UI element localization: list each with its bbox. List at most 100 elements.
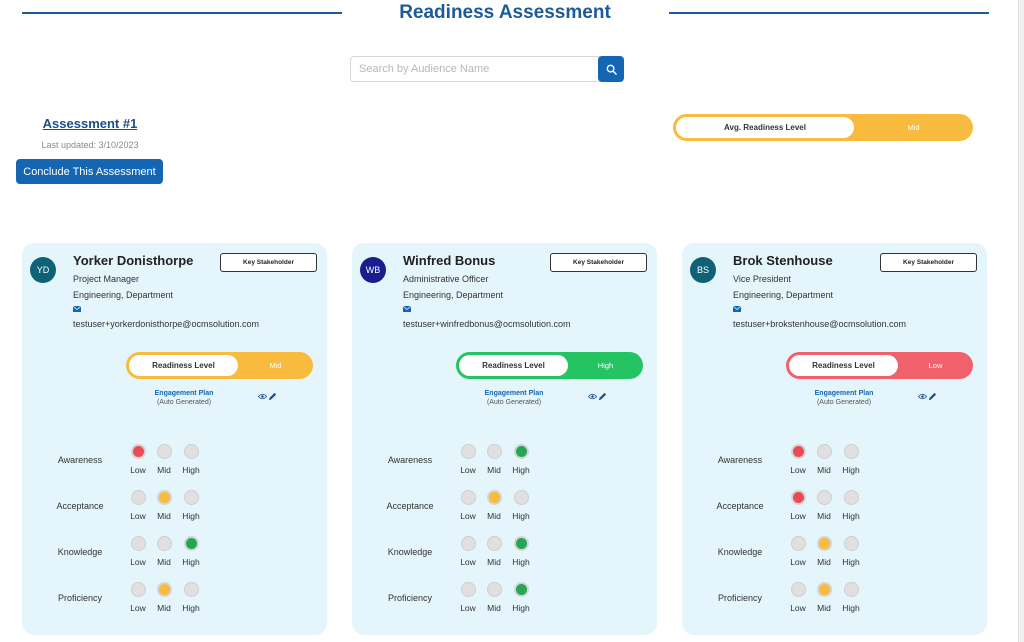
- level-option-mid[interactable]: Mid: [149, 582, 179, 613]
- level-option-high[interactable]: High: [836, 536, 866, 567]
- level-option-low[interactable]: Low: [123, 536, 153, 567]
- level-option-mid[interactable]: Mid: [479, 582, 509, 613]
- level-option-low[interactable]: Low: [453, 444, 483, 475]
- level-radio[interactable]: [130, 444, 146, 459]
- level-option-mid[interactable]: Mid: [149, 444, 179, 475]
- level-radio[interactable]: [513, 582, 529, 597]
- level-option-high[interactable]: High: [506, 490, 536, 521]
- level-option-low[interactable]: Low: [453, 536, 483, 567]
- search-button[interactable]: [598, 56, 624, 82]
- level-option-high[interactable]: High: [176, 536, 206, 567]
- level-radio[interactable]: [816, 444, 832, 459]
- level-option-mid[interactable]: Mid: [479, 536, 509, 567]
- search-bar: [350, 56, 624, 82]
- stakeholder-email: testuser+yorkerdonisthorpe@ocmsolution.c…: [73, 319, 259, 329]
- level-option-high[interactable]: High: [836, 490, 866, 521]
- level-option-low[interactable]: Low: [783, 536, 813, 567]
- eye-icon[interactable]: [588, 393, 597, 400]
- level-option-high[interactable]: High: [506, 536, 536, 567]
- conclude-assessment-button[interactable]: Conclude This Assessment: [16, 159, 163, 184]
- level-radio[interactable]: [156, 536, 172, 551]
- level-radio[interactable]: [156, 490, 172, 505]
- assessment-title-link[interactable]: Assessment #1: [42, 116, 138, 131]
- level-option-mid[interactable]: Mid: [809, 536, 839, 567]
- level-radio[interactable]: [183, 490, 199, 505]
- level-label: Mid: [487, 465, 501, 475]
- pencil-icon[interactable]: [598, 392, 607, 401]
- engagement-plan-link[interactable]: Engagement Plan: [484, 390, 544, 397]
- level-radio[interactable]: [130, 582, 146, 597]
- pencil-icon[interactable]: [928, 392, 937, 401]
- level-radio[interactable]: [460, 444, 476, 459]
- level-radio[interactable]: [183, 582, 199, 597]
- level-option-low[interactable]: Low: [783, 490, 813, 521]
- key-stakeholder-button[interactable]: Key Stakeholder: [550, 253, 647, 272]
- level-radio[interactable]: [790, 582, 806, 597]
- eye-icon[interactable]: [918, 393, 927, 400]
- level-option-mid[interactable]: Mid: [149, 536, 179, 567]
- metric-label: Proficiency: [387, 593, 432, 603]
- engagement-plan-link[interactable]: Engagement Plan: [154, 390, 214, 397]
- level-radio[interactable]: [486, 490, 502, 505]
- scrollbar[interactable]: [1018, 0, 1024, 642]
- search-icon: [606, 64, 617, 75]
- level-radio[interactable]: [486, 582, 502, 597]
- level-option-low[interactable]: Low: [123, 444, 153, 475]
- level-radio[interactable]: [513, 536, 529, 551]
- level-option-low[interactable]: Low: [783, 582, 813, 613]
- level-radio[interactable]: [790, 490, 806, 505]
- level-radio[interactable]: [460, 490, 476, 505]
- level-radio[interactable]: [513, 444, 529, 459]
- level-radio[interactable]: [790, 444, 806, 459]
- level-option-high[interactable]: High: [506, 582, 536, 613]
- level-option-low[interactable]: Low: [453, 582, 483, 613]
- mail-icon: [403, 306, 411, 312]
- level-radio[interactable]: [183, 444, 199, 459]
- level-radio[interactable]: [816, 536, 832, 551]
- key-stakeholder-button[interactable]: Key Stakeholder: [880, 253, 977, 272]
- level-option-high[interactable]: High: [176, 582, 206, 613]
- level-radio[interactable]: [843, 536, 859, 551]
- level-radio[interactable]: [486, 444, 502, 459]
- level-option-low[interactable]: Low: [453, 490, 483, 521]
- level-option-high[interactable]: High: [506, 444, 536, 475]
- level-radio[interactable]: [513, 490, 529, 505]
- level-radio[interactable]: [130, 490, 146, 505]
- level-label: High: [512, 603, 530, 613]
- level-option-high[interactable]: High: [176, 490, 206, 521]
- metric-label: Awareness: [387, 455, 433, 465]
- level-radio[interactable]: [460, 536, 476, 551]
- level-radio[interactable]: [790, 536, 806, 551]
- avg-readiness-value: Mid: [907, 123, 920, 132]
- level-option-mid[interactable]: Mid: [479, 490, 509, 521]
- level-option-low[interactable]: Low: [123, 490, 153, 521]
- level-label: High: [182, 557, 200, 567]
- engagement-plan-link[interactable]: Engagement Plan: [814, 390, 874, 397]
- level-option-mid[interactable]: Mid: [809, 582, 839, 613]
- level-option-high[interactable]: High: [176, 444, 206, 475]
- eye-icon[interactable]: [258, 393, 267, 400]
- search-input[interactable]: [350, 56, 600, 82]
- level-radio[interactable]: [843, 444, 859, 459]
- level-radio[interactable]: [816, 582, 832, 597]
- level-option-low[interactable]: Low: [783, 444, 813, 475]
- level-label: High: [512, 557, 530, 567]
- level-radio[interactable]: [816, 490, 832, 505]
- level-option-mid[interactable]: Mid: [809, 490, 839, 521]
- level-radio[interactable]: [843, 582, 859, 597]
- level-radio[interactable]: [486, 536, 502, 551]
- level-option-mid[interactable]: Mid: [149, 490, 179, 521]
- level-option-high[interactable]: High: [836, 582, 866, 613]
- level-radio[interactable]: [843, 490, 859, 505]
- level-option-low[interactable]: Low: [123, 582, 153, 613]
- level-radio[interactable]: [183, 536, 199, 551]
- level-radio[interactable]: [156, 444, 172, 459]
- key-stakeholder-button[interactable]: Key Stakeholder: [220, 253, 317, 272]
- level-option-mid[interactable]: Mid: [479, 444, 509, 475]
- level-radio[interactable]: [460, 582, 476, 597]
- level-option-mid[interactable]: Mid: [809, 444, 839, 475]
- pencil-icon[interactable]: [268, 392, 277, 401]
- level-radio[interactable]: [130, 536, 146, 551]
- level-option-high[interactable]: High: [836, 444, 866, 475]
- level-radio[interactable]: [156, 582, 172, 597]
